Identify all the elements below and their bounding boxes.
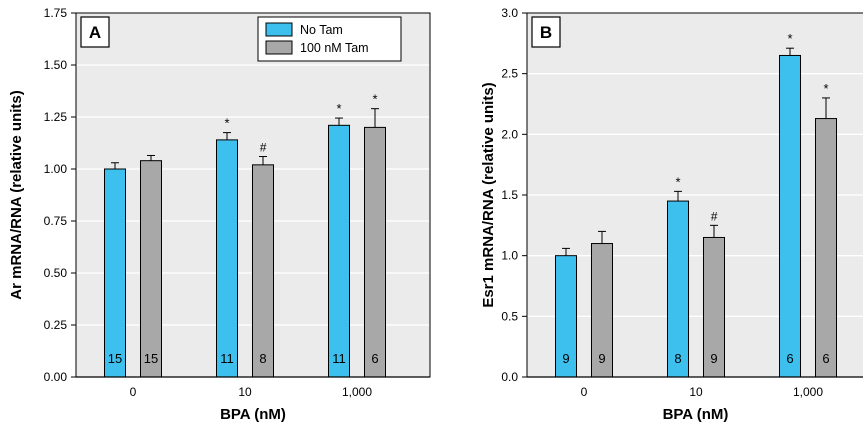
significance-marker: * bbox=[224, 116, 229, 131]
sample-size-label: 9 bbox=[710, 351, 717, 366]
bar-no-tam bbox=[104, 168, 126, 378]
sample-size-label: 15 bbox=[108, 351, 122, 366]
x-tick-label: 1,000 bbox=[342, 385, 372, 399]
significance-marker: * bbox=[823, 81, 828, 96]
sample-size-label: 11 bbox=[220, 351, 234, 366]
bar-no-tam bbox=[328, 124, 350, 378]
bar-tam bbox=[252, 164, 274, 378]
significance-marker: * bbox=[675, 174, 680, 189]
y-tick-label: 3.0 bbox=[501, 6, 518, 20]
x-tick-label: 0 bbox=[130, 385, 137, 399]
x-tick-label: 0 bbox=[581, 385, 588, 399]
sample-size-label: 6 bbox=[371, 351, 378, 366]
y-tick-label: 0.50 bbox=[44, 266, 68, 280]
sample-size-label: 15 bbox=[144, 351, 158, 366]
bar-no-tam bbox=[216, 139, 238, 378]
x-tick-label: 10 bbox=[238, 385, 252, 399]
significance-marker: # bbox=[260, 141, 267, 155]
bar-tam bbox=[140, 160, 162, 378]
sample-size-label: 11 bbox=[332, 351, 346, 366]
sample-size-label: 9 bbox=[562, 351, 569, 366]
y-tick-label: 0.00 bbox=[44, 370, 68, 384]
legend-swatch bbox=[265, 22, 293, 37]
y-tick-label: 1.5 bbox=[501, 188, 518, 202]
x-tick-label: 1,000 bbox=[793, 385, 823, 399]
sample-size-label: 6 bbox=[786, 351, 793, 366]
y-tick-label: 0.75 bbox=[44, 214, 68, 228]
significance-marker: * bbox=[787, 31, 792, 46]
y-tick-label: 0.5 bbox=[501, 309, 518, 323]
y-tick-label: 2.5 bbox=[501, 67, 518, 81]
legend-label: 100 nM Tam bbox=[300, 41, 369, 55]
legend-label: No Tam bbox=[300, 23, 343, 37]
bar-tam bbox=[815, 118, 837, 378]
panel-letter: B bbox=[540, 23, 552, 42]
y-axis-title: Esr1 mRNA/RNA (relative units) bbox=[480, 82, 497, 307]
y-tick-label: 1.75 bbox=[44, 6, 68, 20]
panel-letter: A bbox=[89, 23, 101, 42]
y-tick-label: 0.0 bbox=[501, 370, 518, 384]
y-axis-title: Ar mRNA/RNA (relative units) bbox=[8, 90, 25, 299]
sample-size-label: 8 bbox=[674, 351, 681, 366]
x-axis-title: BPA (nM) bbox=[663, 406, 729, 423]
legend-swatch bbox=[265, 40, 293, 55]
panel-letter-box bbox=[80, 16, 110, 48]
panel-letter-box bbox=[531, 16, 561, 48]
bar-no-tam bbox=[779, 54, 801, 378]
significance-marker: * bbox=[336, 101, 341, 116]
y-tick-label: 0.25 bbox=[44, 318, 68, 332]
y-tick-label: 2.0 bbox=[501, 127, 518, 141]
y-tick-label: 1.50 bbox=[44, 58, 68, 72]
y-tick-label: 1.00 bbox=[44, 162, 68, 176]
bar-tam bbox=[364, 126, 386, 378]
sample-size-label: 9 bbox=[598, 351, 605, 366]
y-tick-label: 1.0 bbox=[501, 249, 518, 263]
sample-size-label: 6 bbox=[822, 351, 829, 366]
significance-marker: # bbox=[711, 209, 718, 223]
sample-size-label: 8 bbox=[259, 351, 266, 366]
significance-marker: * bbox=[372, 92, 377, 107]
x-axis-title: BPA (nM) bbox=[220, 406, 286, 423]
x-tick-label: 10 bbox=[689, 385, 703, 399]
y-tick-label: 1.25 bbox=[44, 110, 68, 124]
